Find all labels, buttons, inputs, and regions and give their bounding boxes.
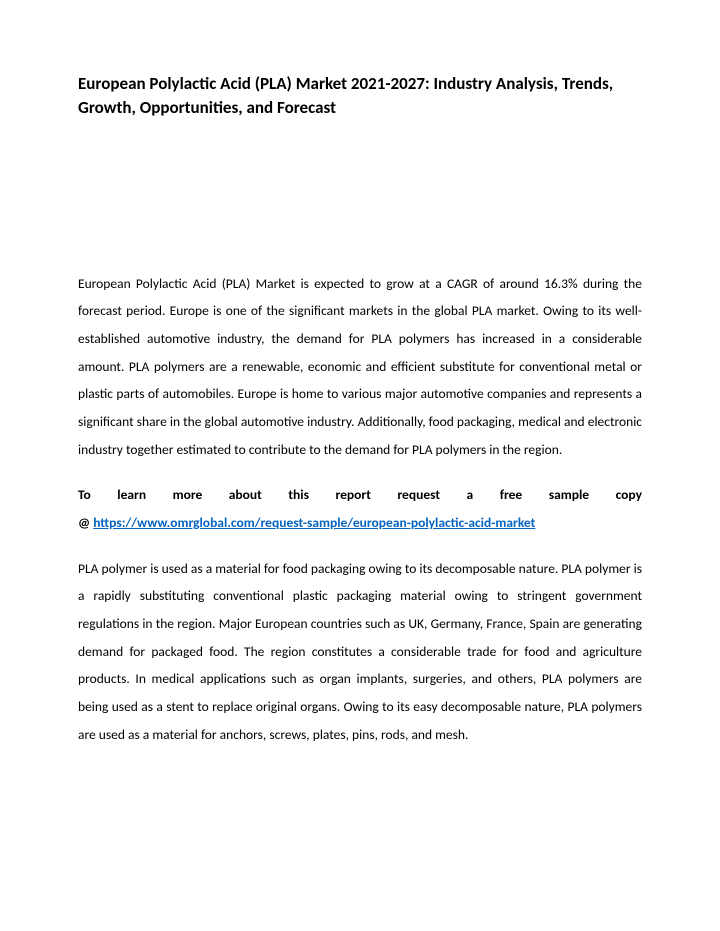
cta-text-line2: @ https://www.omrglobal.com/request-samp… bbox=[78, 509, 642, 537]
body-paragraph-2: PLA polymer is used as a material for fo… bbox=[78, 555, 642, 749]
document-title: European Polylactic Acid (PLA) Market 20… bbox=[78, 72, 642, 120]
sample-request-link[interactable]: https://www.omrglobal.com/request-sample… bbox=[93, 514, 535, 531]
cta-prefix: @ bbox=[78, 514, 93, 531]
body-paragraph-1: European Polylactic Acid (PLA) Market is… bbox=[78, 270, 642, 464]
cta-text-line1: To learn more about this report request … bbox=[78, 481, 642, 509]
cta-paragraph: To learn more about this report request … bbox=[78, 481, 642, 536]
